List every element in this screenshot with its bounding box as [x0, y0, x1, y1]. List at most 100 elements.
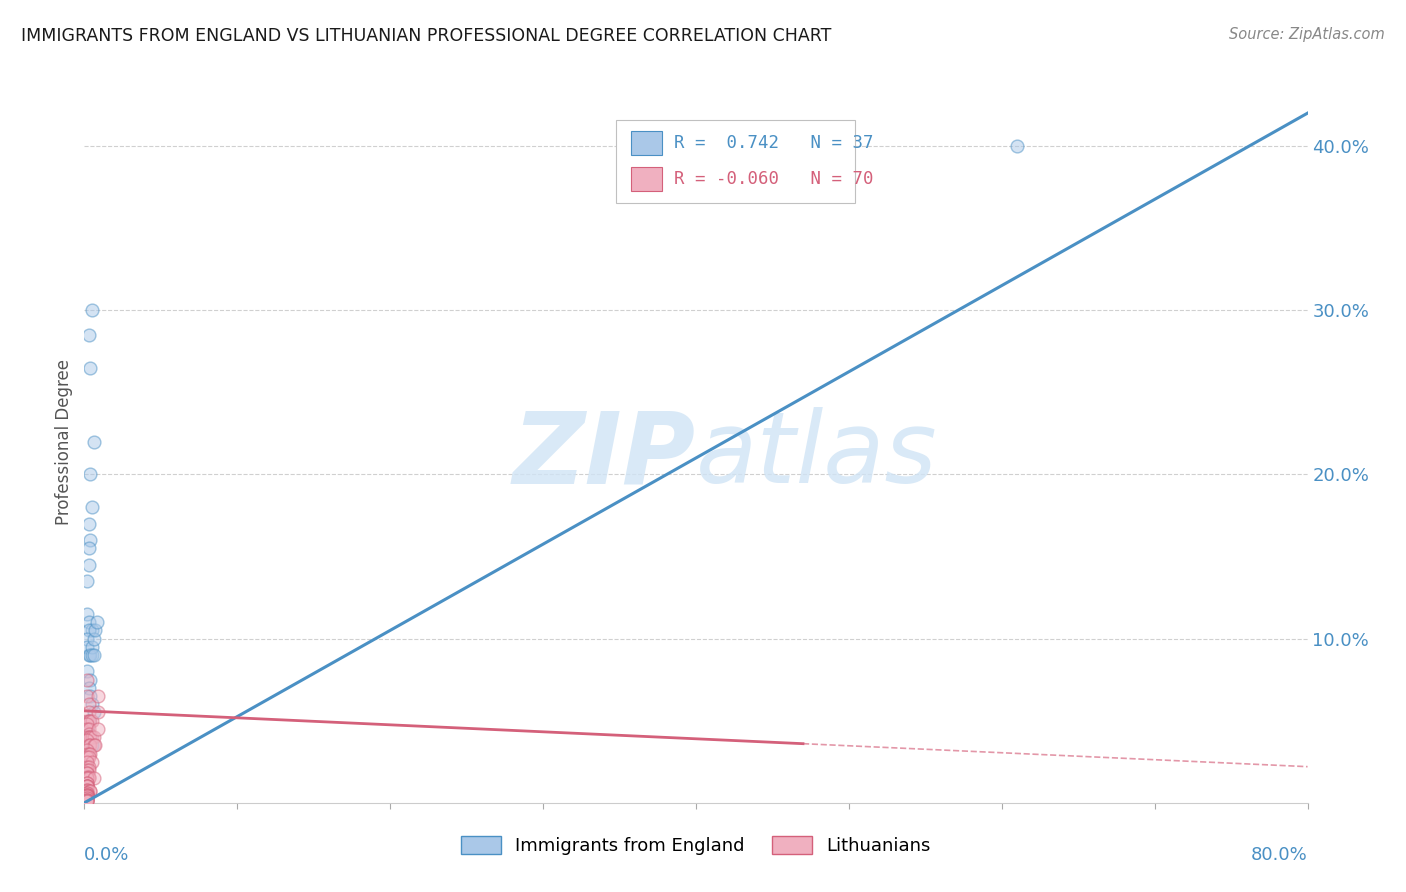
Point	[84, 739, 107, 753]
Point	[83, 648, 105, 662]
Point	[79, 730, 101, 744]
Point	[79, 784, 101, 798]
Point	[76, 665, 98, 679]
Point	[76, 794, 98, 808]
Point	[77, 730, 100, 744]
Point	[79, 747, 101, 761]
Point	[76, 607, 98, 621]
Point	[86, 615, 108, 630]
Point	[80, 303, 103, 318]
Point	[77, 648, 100, 662]
Point	[76, 789, 98, 804]
Point	[79, 714, 101, 728]
Point	[76, 632, 98, 646]
Point	[76, 689, 98, 703]
Point	[77, 541, 100, 556]
Point	[80, 500, 103, 515]
Point	[77, 327, 100, 342]
Point	[83, 771, 105, 785]
Point	[76, 786, 98, 800]
Point	[83, 632, 105, 646]
Point	[87, 706, 110, 720]
Point	[76, 749, 98, 764]
Point	[76, 770, 98, 784]
Point	[80, 640, 103, 654]
Text: R =  0.742   N = 37: R = 0.742 N = 37	[673, 134, 873, 153]
Point	[77, 771, 100, 785]
Point	[87, 689, 110, 703]
Point	[76, 743, 98, 757]
Point	[76, 747, 98, 761]
Text: ZIP: ZIP	[513, 408, 696, 505]
Point	[76, 792, 98, 806]
Point	[76, 771, 98, 785]
Point	[76, 790, 98, 805]
Point	[76, 776, 98, 790]
Point	[77, 714, 100, 728]
Text: Source: ZipAtlas.com: Source: ZipAtlas.com	[1229, 27, 1385, 42]
Point	[76, 786, 98, 800]
Point	[79, 648, 101, 662]
Point	[77, 516, 100, 531]
Point	[80, 624, 103, 638]
Point	[76, 788, 98, 802]
Point	[76, 792, 98, 806]
Point	[77, 727, 100, 741]
Point	[77, 706, 100, 720]
Point	[76, 763, 98, 777]
Point	[80, 739, 103, 753]
Point	[76, 760, 98, 774]
Point	[77, 749, 100, 764]
Text: R = -0.060   N = 70: R = -0.060 N = 70	[673, 169, 873, 188]
Point	[79, 739, 101, 753]
Point	[76, 782, 98, 797]
Point	[79, 730, 101, 744]
Point	[76, 776, 98, 790]
Point	[76, 755, 98, 769]
Point	[76, 784, 98, 798]
Point	[77, 770, 100, 784]
Point	[83, 730, 105, 744]
Point	[77, 615, 100, 630]
Point	[76, 780, 98, 794]
Point	[77, 760, 100, 774]
Point	[76, 673, 98, 687]
Point	[79, 467, 101, 482]
Point	[76, 766, 98, 780]
Point	[76, 722, 98, 736]
Point	[77, 747, 100, 761]
Point	[77, 698, 100, 712]
Point	[77, 714, 100, 728]
Point	[77, 558, 100, 572]
Point	[77, 681, 100, 695]
Point	[76, 794, 98, 808]
Point	[76, 717, 98, 731]
Point	[79, 689, 101, 703]
Point	[76, 730, 98, 744]
Point	[1005, 139, 1028, 153]
Point	[87, 722, 110, 736]
Point	[80, 730, 103, 744]
Point	[76, 722, 98, 736]
FancyBboxPatch shape	[616, 120, 855, 203]
Point	[77, 763, 100, 777]
Point	[80, 648, 103, 662]
Point	[76, 780, 98, 794]
Point	[83, 434, 105, 449]
Point	[76, 640, 98, 654]
Point	[77, 624, 100, 638]
Point	[76, 788, 98, 802]
FancyBboxPatch shape	[631, 131, 662, 155]
Point	[76, 792, 98, 806]
Point	[79, 360, 101, 375]
Point	[83, 739, 105, 753]
Point	[79, 673, 101, 687]
Point	[80, 755, 103, 769]
Point	[76, 722, 98, 736]
Point	[80, 714, 103, 728]
Point	[79, 533, 101, 547]
Text: IMMIGRANTS FROM ENGLAND VS LITHUANIAN PROFESSIONAL DEGREE CORRELATION CHART: IMMIGRANTS FROM ENGLAND VS LITHUANIAN PR…	[21, 27, 831, 45]
Point	[76, 780, 98, 794]
Y-axis label: Professional Degree: Professional Degree	[55, 359, 73, 524]
Text: atlas: atlas	[696, 408, 938, 505]
